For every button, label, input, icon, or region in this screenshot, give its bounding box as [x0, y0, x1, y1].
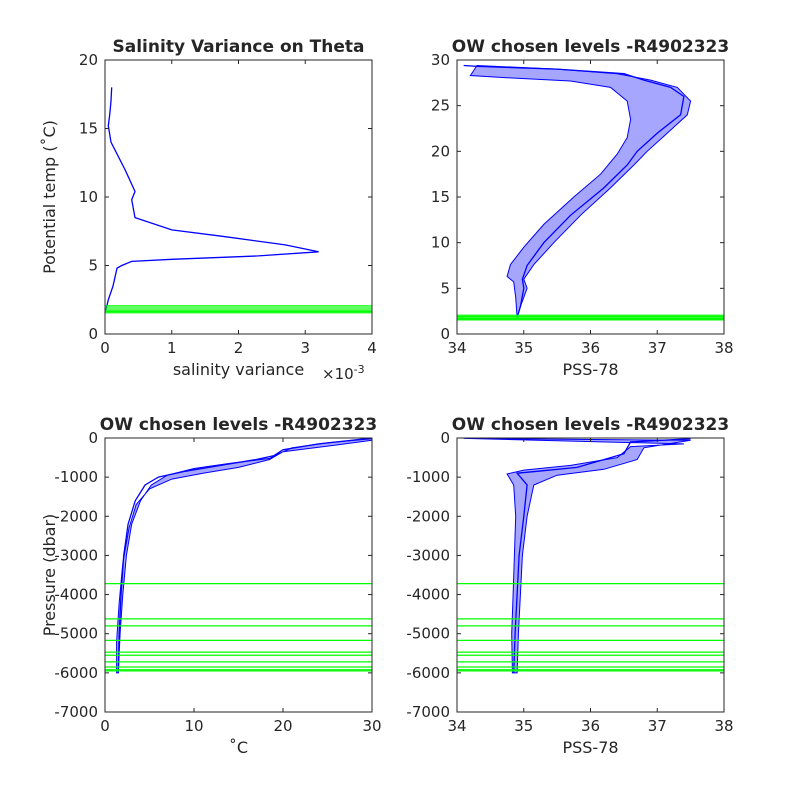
y-tick-label: -1000 [406, 468, 450, 486]
x-exponent-label: ×10-3 [322, 363, 365, 383]
profile-envelope [116, 438, 372, 674]
x-tick-label: 36 [581, 717, 600, 735]
x-tick-label: 2 [234, 339, 244, 357]
y-tick-label: 20 [79, 51, 98, 69]
y-tick-label: 10 [79, 188, 98, 206]
y-tick-label: 25 [431, 97, 450, 115]
y-tick-label: 15 [431, 188, 450, 206]
axes-box [104, 59, 373, 335]
y-tick-label: -3000 [406, 546, 450, 564]
x-tick-label: 3 [300, 339, 310, 357]
y-tick-label: -3000 [54, 546, 98, 564]
chart-title: OW chosen levels -R4902323 [452, 415, 729, 435]
y-tick-label: 30 [431, 51, 450, 69]
y-tick-label: 15 [79, 120, 98, 138]
y-tick-label: -5000 [54, 625, 98, 643]
x-tick-label: 4 [367, 339, 377, 357]
x-tick-label: 20 [273, 717, 292, 735]
y-axis-label: Pressure (dbar) [40, 514, 59, 637]
x-tick-label: 34 [447, 717, 466, 735]
x-axis-label: PSS-78 [562, 738, 618, 757]
x-tick-label: 37 [648, 717, 667, 735]
x-tick-label: 1 [167, 339, 177, 357]
y-tick-label: -2000 [406, 507, 450, 525]
x-axis-label: ˚C [229, 738, 248, 757]
profile-envelope [463, 438, 691, 674]
y-tick-label: -5000 [406, 625, 450, 643]
x-tick-label: 38 [714, 339, 733, 357]
y-tick-label: -7000 [54, 703, 98, 721]
y-tick-label: 20 [431, 142, 450, 160]
x-axis-label: PSS-78 [562, 360, 618, 379]
x-tick-label: 35 [514, 339, 533, 357]
x-tick-label: 35 [514, 717, 533, 735]
y-tick-label: 10 [431, 234, 450, 252]
chart-title: OW chosen levels -R4902323 [452, 37, 729, 57]
profile-line [105, 87, 319, 314]
profile-envelope [469, 64, 692, 318]
y-tick-label: -1000 [54, 468, 98, 486]
y-tick-label: -6000 [406, 664, 450, 682]
axes-box [104, 437, 373, 713]
pressure-salinity-panel: 34 35 36 37 38 -7000 -6000 -5000 -4000 -3000 -2000… [406, 415, 733, 757]
profile-line [117, 438, 372, 673]
profile-line [513, 438, 691, 673]
y-tick-label: -2000 [54, 507, 98, 525]
y-tick-label: 5 [88, 257, 98, 275]
y-tick-label: -4000 [406, 586, 450, 604]
x-tick-label: 0 [100, 339, 110, 357]
x-tick-label: 36 [581, 339, 600, 357]
x-tick-label: 0 [100, 717, 110, 735]
x-tick-label: 30 [362, 717, 381, 735]
chart-title: Salinity Variance on Theta [113, 37, 365, 57]
x-tick-label: 34 [447, 339, 466, 357]
profile-line [463, 64, 685, 318]
salinity-variance-panel: 0 1 2 3 4 0 5 10 15 20 Salinity Variance on Theta s… [40, 37, 377, 383]
y-tick-label: -7000 [406, 703, 450, 721]
y-tick-label: 0 [88, 429, 98, 447]
y-axis-label: Potential temp (˚C) [40, 120, 59, 274]
y-tick-label: 0 [88, 325, 98, 343]
x-tick-label: 38 [714, 717, 733, 735]
x-axis-label: salinity variance [173, 360, 304, 379]
y-tick-label: 0 [440, 325, 450, 343]
pressure-temperature-panel: 0 10 20 30 -7000 -6000 -5000 -4000 -3000 -2000 -10… [40, 415, 382, 757]
x-tick-label: 37 [648, 339, 667, 357]
chart-title: OW chosen levels -R4902323 [100, 415, 377, 435]
y-tick-label: -6000 [54, 664, 98, 682]
y-tick-label: 5 [440, 279, 450, 297]
x-tick-label: 10 [184, 717, 203, 735]
y-tick-label: -4000 [54, 586, 98, 604]
y-tick-label: 0 [440, 429, 450, 447]
